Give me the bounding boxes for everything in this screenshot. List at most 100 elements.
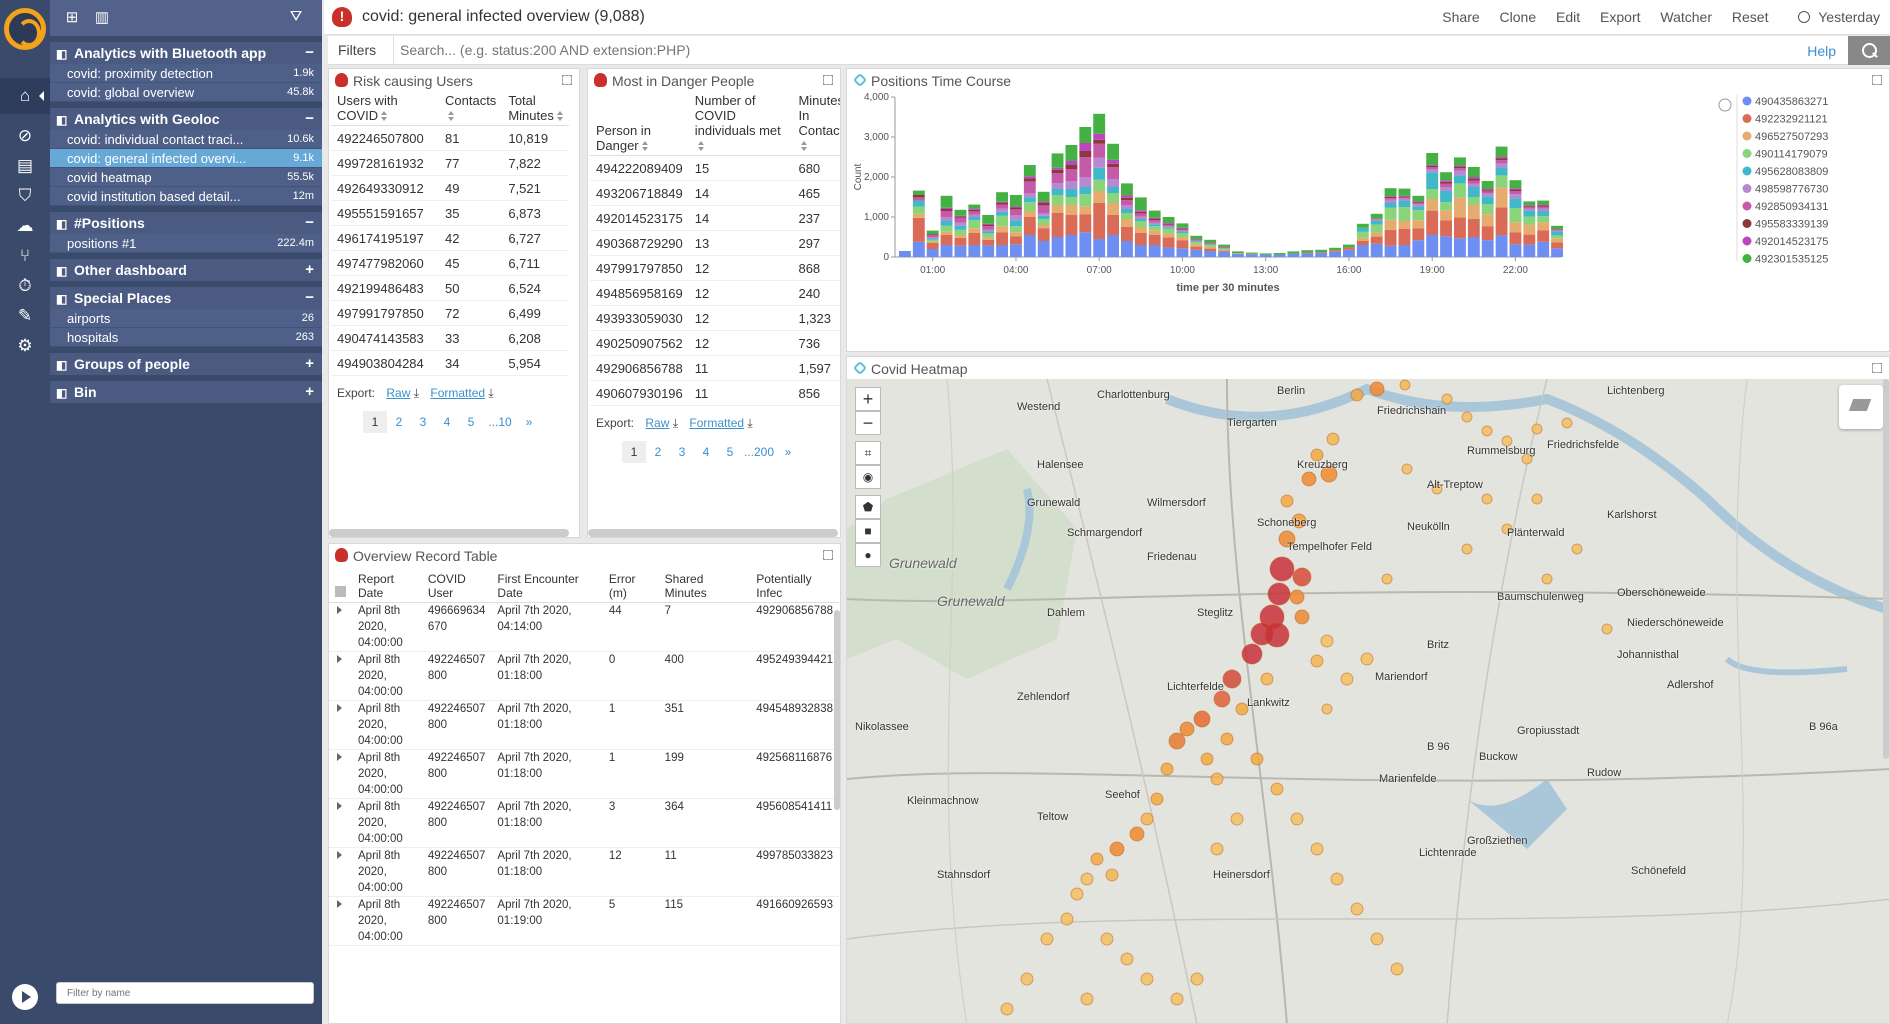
heatmap-point[interactable] <box>1601 623 1613 635</box>
eye-icon[interactable]: ◉ <box>855 465 881 489</box>
maximize-icon[interactable] <box>823 550 833 560</box>
search-input[interactable] <box>400 39 1400 61</box>
page-link[interactable]: 2 <box>395 415 403 429</box>
table-row[interactable]: April 8th 2020, 04:00:00 492246507 800 Apr… <box>329 700 839 750</box>
crop-icon[interactable]: ⌗ <box>855 441 881 465</box>
export-formatted-link[interactable]: Formatted <box>689 416 745 430</box>
select-all-checkbox[interactable] <box>329 570 352 603</box>
table-row[interactable]: 494903804284 34 5,954 <box>331 350 569 376</box>
column-header[interactable]: First Encounter Date <box>491 570 603 603</box>
page-link[interactable]: » <box>525 415 533 429</box>
clone-button[interactable]: Clone <box>1499 9 1537 25</box>
heatmap-point[interactable] <box>1501 435 1513 447</box>
table-row[interactable]: 490474143583 33 6,208 <box>331 325 569 351</box>
column-header[interactable]: Error (m) <box>602 570 659 603</box>
heatmap-point[interactable] <box>1401 463 1413 475</box>
column-header[interactable]: Total Minutes <box>502 91 569 126</box>
heatmap-point[interactable] <box>1105 868 1119 882</box>
heatmap-point[interactable] <box>1060 912 1074 926</box>
table-row[interactable]: April 8th 2020, 04:00:00 492246507 800 Apr… <box>329 847 839 897</box>
heatmap-point[interactable] <box>1080 872 1094 886</box>
table-row[interactable]: 492199486483 50 6,524 <box>331 275 569 301</box>
group-toggle-icon[interactable]: − <box>305 289 314 306</box>
sidebar-group-title[interactable]: ◧ Other dashboard + <box>50 259 322 281</box>
heatmap-point[interactable] <box>1360 652 1374 666</box>
column-header[interactable]: Contacts <box>439 91 503 126</box>
page-link[interactable]: 5 <box>467 415 475 429</box>
heatmap-point[interactable] <box>1481 425 1493 437</box>
heatmap-point[interactable] <box>1321 703 1333 715</box>
heatmap-point[interactable] <box>1481 493 1493 505</box>
heatmap-point[interactable] <box>1320 634 1334 648</box>
play-icon[interactable] <box>12 984 38 1010</box>
group-toggle-icon[interactable]: − <box>305 110 314 127</box>
sidebar-item[interactable]: positions #1 222.4m <box>50 234 322 253</box>
heatmap-point[interactable] <box>1330 872 1344 886</box>
export-formatted-link[interactable]: Formatted <box>430 386 486 400</box>
table-row[interactable]: 497991797850 72 6,499 <box>331 300 569 326</box>
heatmap-point[interactable] <box>1213 690 1231 708</box>
heatmap-point[interactable] <box>1160 762 1174 776</box>
add-dashboard-icon[interactable]: ⊞ <box>65 9 79 26</box>
export-raw-link[interactable]: Raw <box>386 386 411 400</box>
heatmap-point[interactable] <box>1150 792 1164 806</box>
page-link[interactable]: ...10 <box>488 415 512 429</box>
filter-icon[interactable]: ⛛ <box>289 8 303 25</box>
heatmap-point[interactable] <box>1350 388 1364 402</box>
reset-button[interactable]: Reset <box>1731 9 1769 25</box>
heatmap-point[interactable] <box>1090 852 1104 866</box>
heatmap-point[interactable] <box>1521 453 1533 465</box>
table-row[interactable]: 493206718849 14 465 <box>590 180 840 206</box>
page-link[interactable]: 3 <box>678 445 686 459</box>
heatmap-point[interactable] <box>1260 672 1274 686</box>
group-toggle-icon[interactable]: + <box>305 355 314 372</box>
heatmap-point[interactable] <box>1000 1002 1014 1016</box>
heatmap-point[interactable] <box>1140 812 1154 826</box>
sidebar-group-title[interactable]: ◧ Special Places − <box>50 287 322 309</box>
maximize-icon[interactable] <box>823 75 833 85</box>
home-icon[interactable]: ⌂ <box>0 78 50 114</box>
table-row[interactable]: 496174195197 42 6,727 <box>331 225 569 251</box>
heatmap-point[interactable] <box>1441 393 1453 405</box>
page-link[interactable]: 4 <box>443 415 451 429</box>
group-toggle-icon[interactable]: + <box>305 383 314 400</box>
expand-row-icon[interactable] <box>329 602 352 652</box>
vertical-scrollbar[interactable] <box>834 610 840 810</box>
sidebar-item[interactable]: hospitals 263 <box>50 328 322 347</box>
search-button[interactable] <box>1848 36 1890 65</box>
maximize-icon[interactable] <box>1872 75 1882 85</box>
heatmap-point[interactable] <box>1241 643 1263 665</box>
export-raw-link[interactable]: Raw <box>645 416 670 430</box>
rectangle-icon[interactable]: ■ <box>855 519 881 543</box>
heatmap-point[interactable] <box>1235 702 1249 716</box>
page-link[interactable]: 2 <box>654 445 662 459</box>
sidebar-group-title[interactable]: ◧ Bin + <box>50 381 322 403</box>
heatmap-point[interactable] <box>1230 812 1244 826</box>
heatmap-point[interactable] <box>1531 493 1543 505</box>
share-button[interactable]: Share <box>1442 9 1480 25</box>
export-button[interactable]: Export <box>1600 9 1641 25</box>
polygon-icon[interactable]: ⬟ <box>855 495 881 519</box>
table-row[interactable]: April 8th 2020, 04:00:00 492246507 800 Apr… <box>329 749 839 799</box>
heatmap-point[interactable] <box>1350 902 1364 916</box>
page-link[interactable]: 3 <box>419 415 427 429</box>
page-link[interactable]: 1 <box>622 441 646 463</box>
table-row[interactable]: 497477982060 45 6,711 <box>331 250 569 276</box>
sidebar-group-title[interactable]: ◧ Analytics with Geoloc − <box>50 108 322 130</box>
heatmap-point[interactable] <box>1310 448 1324 462</box>
column-header[interactable]: Potentially Infec <box>750 570 839 603</box>
heatmap-point[interactable] <box>1326 432 1340 446</box>
table-row[interactable]: 490607930196 11 856 <box>590 380 840 406</box>
heatmap-point[interactable] <box>1290 812 1304 826</box>
circle-icon[interactable]: ● <box>855 543 881 567</box>
expand-row-icon[interactable] <box>329 896 352 946</box>
heatmap-point[interactable] <box>1080 992 1094 1006</box>
heatmap-point[interactable] <box>1340 672 1354 686</box>
heatmap-point[interactable] <box>1461 411 1473 423</box>
table-row[interactable]: 497991797850 12 868 <box>590 255 840 281</box>
sidebar-group-title[interactable]: ◧ #Positions − <box>50 212 322 234</box>
heatmap-point[interactable] <box>1190 972 1204 986</box>
heatmap-point[interactable] <box>1220 732 1234 746</box>
layers-icon[interactable] <box>1839 385 1883 429</box>
table-row[interactable]: 492649330912 49 7,521 <box>331 175 569 201</box>
